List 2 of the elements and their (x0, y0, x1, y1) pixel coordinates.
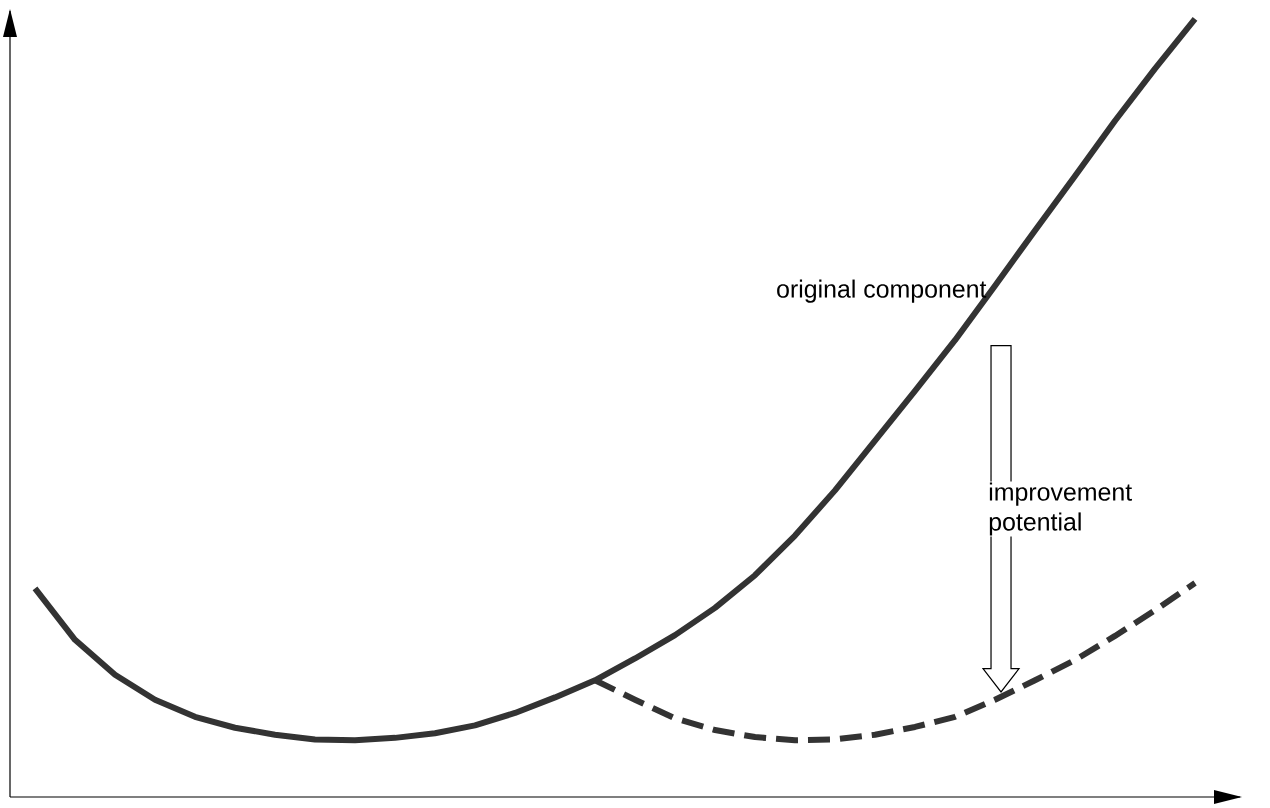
series-label: original component (777, 279, 987, 303)
annotation: improvement potential (989, 482, 1132, 536)
